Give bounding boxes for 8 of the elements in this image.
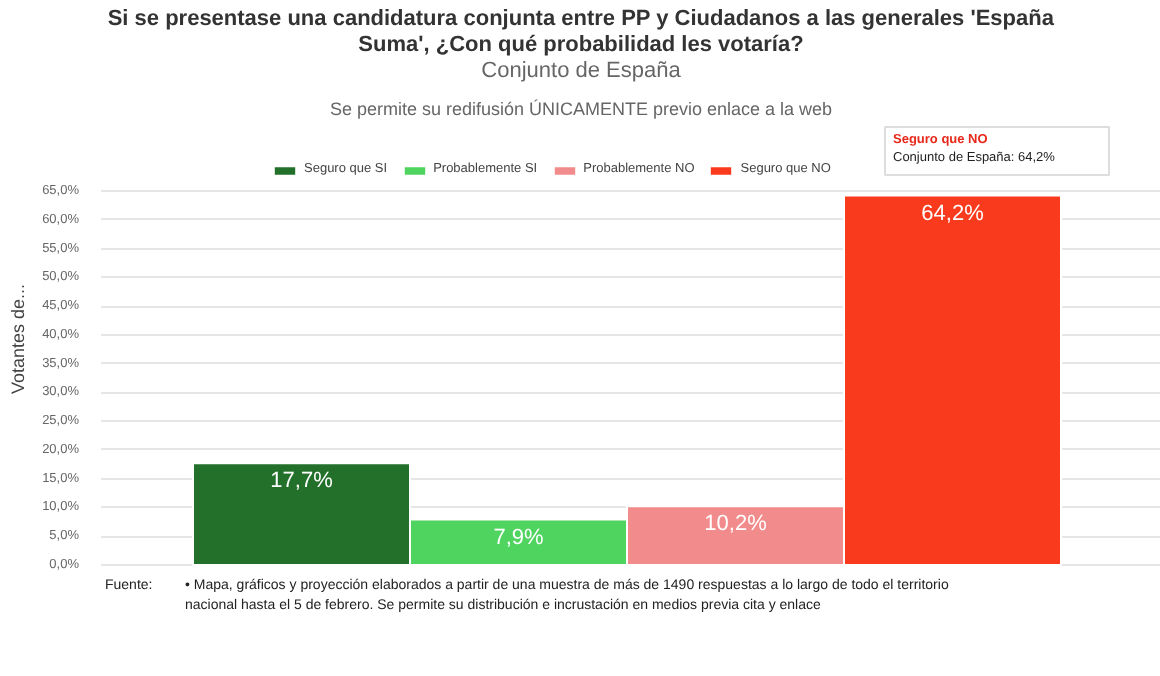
data-label: 10,2% — [704, 512, 768, 537]
data-label: 17,7% — [270, 469, 334, 494]
y-axis-title: Votantes de... — [8, 283, 29, 395]
data-label: 64,2% — [921, 201, 985, 226]
text: Se permite su redifusión ÚNICAMENTE previo enlace a la web — [329, 99, 833, 119]
chart-title: Si se presentase una candidatura conjunta entre PP y Ciudadanos a las generales 'España Suma', ¿Con qué probabilidad les votaría? — [107, 7, 1056, 57]
data-label: 7,9% — [493, 525, 545, 550]
chart-subtitle: Conjunto de España — [481, 59, 683, 83]
